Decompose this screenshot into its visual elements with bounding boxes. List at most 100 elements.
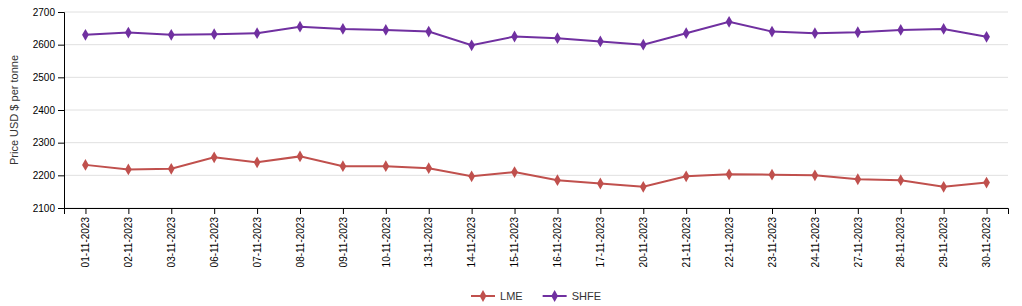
legend-label: SHFE [572, 290, 601, 302]
y-tick-label: 2600 [33, 39, 56, 50]
point [211, 28, 218, 40]
x-tick-label: 21-11-2023 [681, 217, 692, 268]
plot: 210022002300240025002600270001-11-202302… [8, 7, 1009, 268]
x-tick-mark [729, 208, 730, 214]
x-tick: 08-11-2023 [295, 208, 306, 267]
y-axis-title: Price USD $ per tonne [8, 55, 20, 165]
x-tick-mark [386, 208, 387, 214]
x-tick-mark [472, 208, 473, 214]
y-tick-mark [58, 45, 64, 46]
point [468, 170, 475, 182]
point [82, 29, 89, 41]
x-tick: 10-11-2023 [381, 208, 392, 267]
x-tick: 24-11-2023 [810, 208, 821, 267]
y-tick-label: 2300 [33, 137, 56, 148]
x-tick-mark [987, 208, 988, 214]
point [468, 39, 475, 51]
point [769, 169, 776, 181]
point [82, 159, 89, 171]
y-tick-mark [58, 143, 64, 144]
x-tick-mark [300, 208, 301, 214]
point [125, 164, 132, 176]
x-tick: 30-11-2023 [981, 208, 992, 267]
x-tick-label: 23-11-2023 [767, 217, 778, 268]
y-tick-label: 2700 [33, 7, 56, 18]
x-tick-mark [257, 208, 258, 214]
y-tick-mark [58, 12, 64, 13]
x-tick: 13-11-2023 [423, 208, 434, 267]
point [125, 27, 132, 39]
point [382, 160, 389, 172]
y-tick-mark [58, 175, 64, 176]
y-tick-mark [58, 208, 64, 209]
y-tick: 2300 [33, 137, 64, 148]
x-tick-mark [557, 208, 558, 214]
point [168, 29, 175, 41]
x-tick-mark [85, 208, 86, 214]
point [425, 162, 432, 174]
y-tick: 2500 [33, 72, 64, 83]
point [340, 23, 347, 35]
x-tick: 23-11-2023 [767, 208, 778, 267]
x-tick-mark [343, 208, 344, 214]
x-tick-mark [815, 208, 816, 214]
x-tick-label: 13-11-2023 [423, 217, 434, 268]
y-axis-line [58, 13, 65, 209]
point [726, 168, 733, 180]
x-tick: 03-11-2023 [166, 208, 177, 267]
point [940, 23, 947, 35]
y-tick-label: 2500 [33, 72, 56, 83]
x-tick: 09-11-2023 [338, 208, 349, 267]
point [769, 26, 776, 38]
y-tick: 2600 [33, 39, 64, 50]
x-tick-label: 14-11-2023 [466, 217, 477, 268]
legend-marker [551, 290, 558, 302]
y-tick: 2100 [33, 203, 64, 214]
grid-line [64, 142, 1008, 143]
point [211, 151, 218, 163]
x-tick-label: 29-11-2023 [938, 217, 949, 268]
grid-line [64, 110, 1008, 111]
point [168, 163, 175, 175]
point [640, 181, 647, 193]
point [597, 36, 604, 48]
legend-item: SHFE [543, 290, 601, 302]
series-line [85, 156, 986, 186]
y-tick-label: 2100 [33, 203, 56, 214]
point [897, 24, 904, 36]
grid-line [64, 44, 1008, 45]
point [382, 24, 389, 36]
x-tick-mark [429, 208, 430, 214]
series-markers [82, 16, 990, 51]
legend-label: LME [500, 290, 523, 302]
chart: 210022002300240025002600270001-11-202302… [0, 0, 1022, 306]
x-tick-label: 24-11-2023 [810, 217, 821, 268]
grid [64, 12, 1008, 208]
x-tick-mark [600, 208, 601, 214]
point [425, 26, 432, 38]
x-tick-mark [858, 208, 859, 214]
point [812, 169, 819, 181]
point [511, 166, 518, 178]
legend-marker [480, 290, 487, 302]
x-tick-label: 17-11-2023 [595, 217, 606, 268]
x-tick: 16-11-2023 [552, 208, 563, 267]
x-tick-label: 22-11-2023 [724, 217, 735, 268]
x-tick: 28-11-2023 [895, 208, 906, 267]
x-tick-label: 15-11-2023 [509, 217, 520, 268]
x-tick: 20-11-2023 [638, 208, 649, 267]
point [254, 27, 261, 39]
point [554, 32, 561, 44]
y-tick: 2400 [33, 105, 64, 116]
y-tick-label: 2400 [33, 105, 56, 116]
x-tick-label: 27-11-2023 [853, 217, 864, 268]
x-tick-mark [643, 208, 644, 214]
point [297, 151, 304, 163]
x-axis: 01-11-202302-11-202303-11-202306-11-2023… [65, 208, 1009, 267]
point [940, 181, 947, 193]
x-tick-mark [515, 208, 516, 214]
point [297, 21, 304, 33]
point [554, 174, 561, 186]
y-axis: 2100220023002400250026002700 [33, 7, 65, 214]
point [812, 27, 819, 39]
